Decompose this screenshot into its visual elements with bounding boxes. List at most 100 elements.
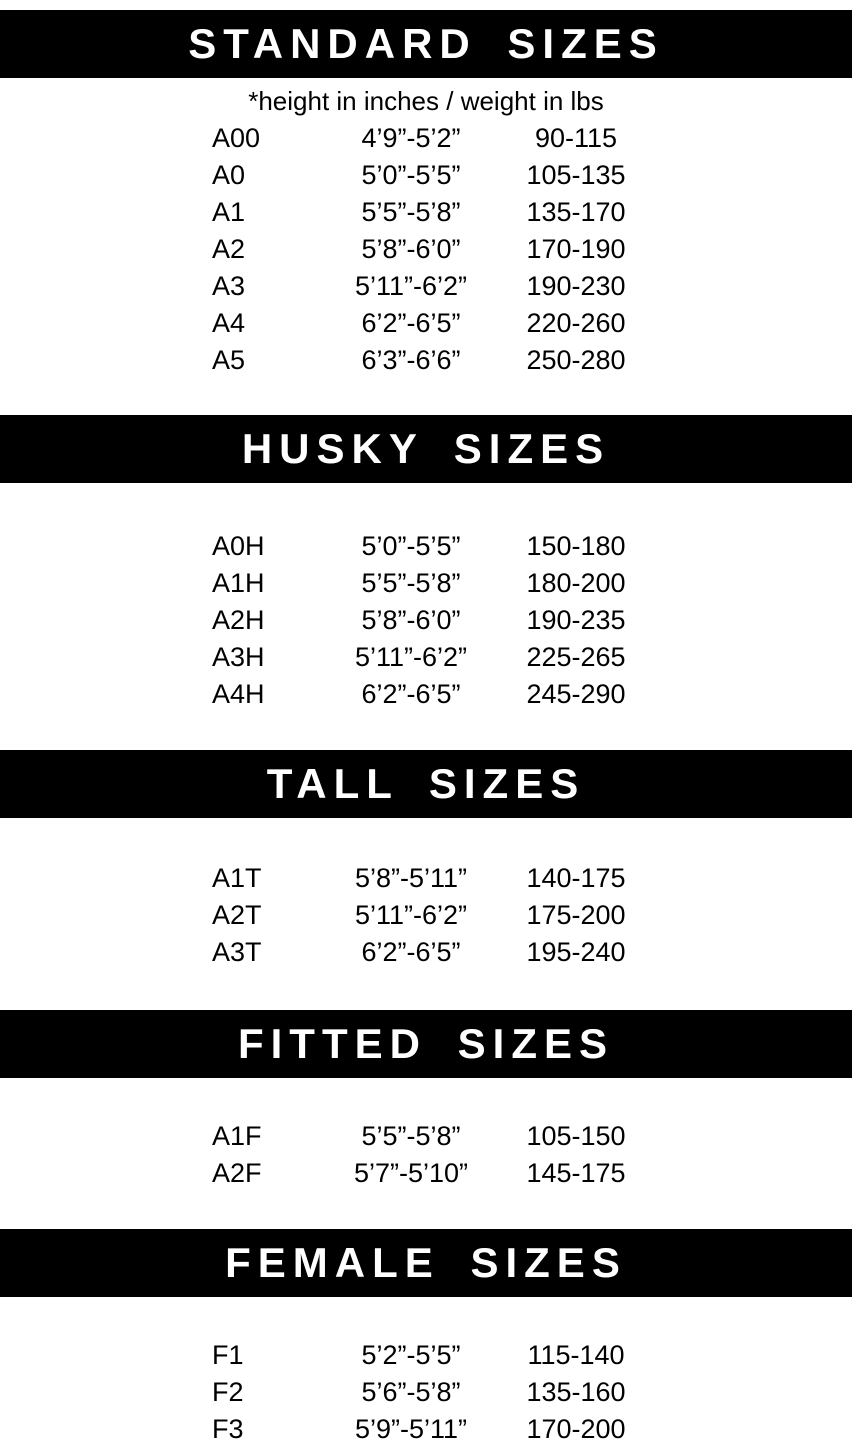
- section-title: FITTED SIZES: [237, 1020, 614, 1067]
- section-header-bar: STANDARD SIZES: [0, 10, 852, 78]
- size-table: A1T 5’8”-5’11” 140-175 A2T 5’11”-6’2” 175-200…: [146, 860, 706, 971]
- weight-range-cell: 195-240: [526, 937, 626, 967]
- height-range-cell: 6’2”-6’5”: [361, 937, 461, 967]
- height-range-cell: 4’9”-5’2”: [361, 123, 461, 153]
- table-row: A3H 5’11”-6’2” 225-265: [146, 639, 706, 676]
- section-header-bar: FEMALE SIZES: [0, 1229, 852, 1297]
- weight-range-cell: 245-290: [526, 679, 626, 709]
- size-code-cell: A4: [212, 308, 246, 338]
- table-row: F3 5’9”-5’11” 170-200: [146, 1411, 706, 1444]
- size-table: F1 5’2”-5’5” 115-140 F2 5’6”-5’8” 135-160 F3 5’…: [146, 1337, 706, 1444]
- size-code-cell: A0: [212, 160, 246, 190]
- weight-range-cell: 225-265: [526, 642, 626, 672]
- size-table: A1F 5’5”-5’8” 105-150 A2F 5’7”-5’10” 145-175: [146, 1118, 706, 1192]
- size-code-cell: A3T: [212, 937, 262, 967]
- height-range-cell: 5’8”-6’0”: [361, 234, 461, 264]
- size-code-cell: F3: [212, 1414, 244, 1444]
- table-row: A3T 6’2”-6’5” 195-240: [146, 934, 706, 971]
- size-code-cell: A2F: [212, 1158, 262, 1188]
- height-range-cell: 5’5”-5’8”: [361, 197, 461, 227]
- weight-range-cell: 250-280: [526, 345, 626, 375]
- table-row: A4 6’2”-6’5” 220-260: [146, 305, 706, 342]
- size-code-cell: A2: [212, 234, 246, 264]
- size-code-cell: A1F: [212, 1121, 262, 1151]
- weight-range-cell: 175-200: [526, 900, 626, 930]
- table-row: A1F 5’5”-5’8” 105-150: [146, 1118, 706, 1155]
- section-standard-sizes: STANDARD SIZES *height in inches / weigh…: [0, 10, 852, 379]
- size-code-cell: A4H: [212, 679, 265, 709]
- table-row: A1 5’5”-5’8” 135-170: [146, 194, 706, 231]
- height-range-cell: 6’2”-6’5”: [361, 679, 461, 709]
- height-range-cell: 5’11”-6’2”: [354, 271, 468, 301]
- table-row: F1 5’2”-5’5” 115-140: [146, 1337, 706, 1374]
- weight-range-cell: 150-180: [526, 531, 626, 561]
- section-tall-sizes: TALL SIZES A1T 5’8”-5’11” 140-175 A2T 5’11”-…: [0, 750, 852, 971]
- table-row: A1T 5’8”-5’11” 140-175: [146, 860, 706, 897]
- section-title: FEMALE SIZES: [225, 1239, 627, 1286]
- weight-range-cell: 135-160: [526, 1377, 626, 1407]
- height-range-cell: 6’2”-6’5”: [361, 308, 461, 338]
- table-row: A00 4’9”-5’2” 90-115: [146, 120, 706, 157]
- height-range-cell: 5’8”-6’0”: [361, 605, 461, 635]
- size-code-cell: A2T: [212, 900, 262, 930]
- height-range-cell: 5’5”-5’8”: [361, 1121, 461, 1151]
- table-row: A2T 5’11”-6’2” 175-200: [146, 897, 706, 934]
- section-header-bar: HUSKY SIZES: [0, 415, 852, 483]
- size-table: A0H 5’0”-5’5” 150-180 A1H 5’5”-5’8” 180-200 A2…: [146, 528, 706, 713]
- height-range-cell: 5’8”-5’11”: [354, 863, 468, 893]
- height-range-cell: 5’5”-5’8”: [361, 568, 461, 598]
- size-code-cell: A3: [212, 271, 246, 301]
- weight-range-cell: 170-190: [526, 234, 626, 264]
- table-row: A3 5’11”-6’2” 190-230: [146, 268, 706, 305]
- height-range-cell: 5’6”-5’8”: [361, 1377, 461, 1407]
- section-title: TALL SIZES: [266, 760, 586, 807]
- size-code-cell: F2: [212, 1377, 244, 1407]
- size-code-cell: A5: [212, 345, 246, 375]
- table-row: A2H 5’8”-6’0” 190-235: [146, 602, 706, 639]
- size-code-cell: A1: [212, 197, 246, 227]
- size-code-cell: A1T: [212, 863, 262, 893]
- section-header-bar: TALL SIZES: [0, 750, 852, 818]
- weight-range-cell: 145-175: [526, 1158, 626, 1188]
- weight-range-cell: 180-200: [526, 568, 626, 598]
- table-row: A0 5’0”-5’5” 105-135: [146, 157, 706, 194]
- height-range-cell: 5’9”-5’11”: [354, 1414, 468, 1444]
- table-row: A5 6’3”-6’6” 250-280: [146, 342, 706, 379]
- section-title: STANDARD SIZES: [188, 20, 664, 67]
- height-range-cell: 5’11”-6’2”: [354, 900, 468, 930]
- height-range-cell: 5’0”-5’5”: [361, 160, 461, 190]
- height-range-cell: 5’0”-5’5”: [361, 531, 461, 561]
- weight-range-cell: 135-170: [526, 197, 626, 227]
- size-code-cell: F1: [212, 1340, 244, 1370]
- weight-range-cell: 105-135: [526, 160, 626, 190]
- units-note: *height in inches / weight in lbs: [248, 86, 604, 116]
- section-female-sizes: FEMALE SIZES F1 5’2”-5’5” 115-140 F2 5’6”-5’…: [0, 1229, 852, 1444]
- section-husky-sizes: HUSKY SIZES A0H 5’0”-5’5” 150-180 A1H 5’5”-5…: [0, 415, 852, 713]
- weight-range-cell: 105-150: [526, 1121, 626, 1151]
- size-code-cell: A1H: [212, 568, 265, 598]
- section-fitted-sizes: FITTED SIZES A1F 5’5”-5’8” 105-150 A2F 5’7”-…: [0, 1010, 852, 1192]
- weight-range-cell: 115-140: [527, 1340, 625, 1370]
- height-range-cell: 6’3”-6’6”: [361, 345, 461, 375]
- table-row: A2F 5’7”-5’10” 145-175: [146, 1155, 706, 1192]
- weight-range-cell: 220-260: [526, 308, 626, 338]
- table-row: A0H 5’0”-5’5” 150-180: [146, 528, 706, 565]
- section-title: HUSKY SIZES: [241, 425, 611, 472]
- size-code-cell: A3H: [212, 642, 265, 672]
- table-row: A4H 6’2”-6’5” 245-290: [146, 676, 706, 713]
- size-code-cell: A0H: [212, 531, 265, 561]
- weight-range-cell: 170-200: [526, 1414, 626, 1444]
- size-table: A00 4’9”-5’2” 90-115 A0 5’0”-5’5” 105-135 A1 5’…: [146, 120, 706, 379]
- weight-range-cell: 190-235: [526, 605, 626, 635]
- weight-range-cell: 190-230: [526, 271, 626, 301]
- height-range-cell: 5’2”-5’5”: [361, 1340, 461, 1370]
- weight-range-cell: 90-115: [534, 123, 618, 153]
- table-row: A2 5’8”-6’0” 170-190: [146, 231, 706, 268]
- table-row: A1H 5’5”-5’8” 180-200: [146, 565, 706, 602]
- table-row: F2 5’6”-5’8” 135-160: [146, 1374, 706, 1411]
- section-header-bar: FITTED SIZES: [0, 1010, 852, 1078]
- height-range-cell: 5’11”-6’2”: [354, 642, 468, 672]
- weight-range-cell: 140-175: [526, 863, 626, 893]
- height-range-cell: 5’7”-5’10”: [353, 1158, 469, 1188]
